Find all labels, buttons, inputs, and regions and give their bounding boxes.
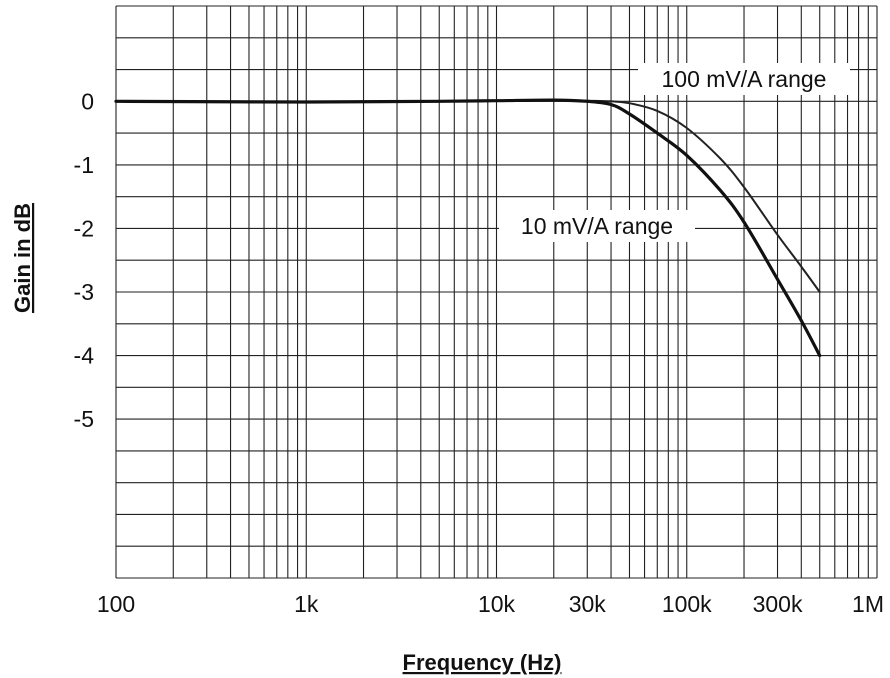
x-tick-label: 300k <box>753 591 803 617</box>
x-axis-title: Frequency (Hz) <box>403 650 562 675</box>
y-tick-label: -5 <box>74 406 94 432</box>
x-tick-label: 1k <box>294 591 319 617</box>
series-line-100mv-range <box>115 99 821 293</box>
y-tick-label: -1 <box>74 152 94 178</box>
annotations: 100 mV/A range 10 mV/A range <box>499 63 850 242</box>
tick-labels: 100 1k 10k 30k 100k 300k 1M 0 -1 -2 -3 -4 -5 <box>74 88 884 617</box>
x-tick-label: 100 <box>97 591 135 617</box>
x-tick-label: 10k <box>478 591 516 617</box>
series-group <box>114 98 822 358</box>
y-tick-label: -2 <box>74 215 94 241</box>
annotation-100mv-range: 100 mV/A range <box>662 66 827 92</box>
x-tick-label: 1M <box>852 591 884 617</box>
x-tick-label: 30k <box>569 591 607 617</box>
series-line-10mv-range <box>114 98 822 358</box>
x-tick-label: 100k <box>662 591 712 617</box>
y-tick-label: -4 <box>74 343 95 369</box>
y-tick-label: 0 <box>81 88 94 114</box>
annotation-100mv-range-background <box>638 63 850 95</box>
annotation-10mv-range: 10 mV/A range <box>521 213 673 239</box>
y-tick-label: -3 <box>74 279 94 305</box>
y-axis-title: Gain in dB <box>10 203 35 313</box>
annotation-10mv-range-background <box>499 210 695 242</box>
